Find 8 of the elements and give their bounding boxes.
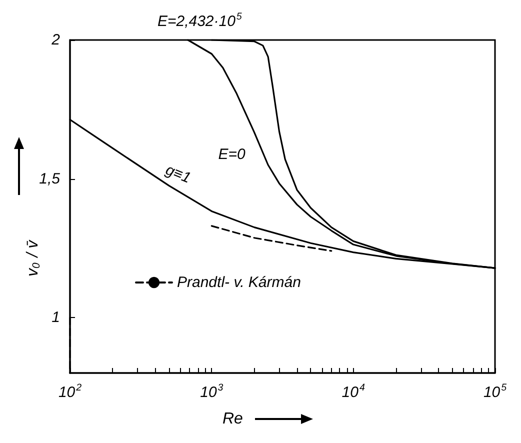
x-axis-title: Re [222, 410, 244, 428]
y-tick-label: 2 [50, 32, 61, 48]
series-label: E=0 [218, 146, 246, 163]
legend-label: Prandtl- v. Kármán [177, 274, 301, 291]
y-tick-label: 1 [52, 309, 60, 326]
y-axis-title: v0 / v̄ [24, 239, 42, 276]
y-tick-label: 1,5 [39, 170, 61, 188]
text: g≡1 [163, 161, 194, 187]
